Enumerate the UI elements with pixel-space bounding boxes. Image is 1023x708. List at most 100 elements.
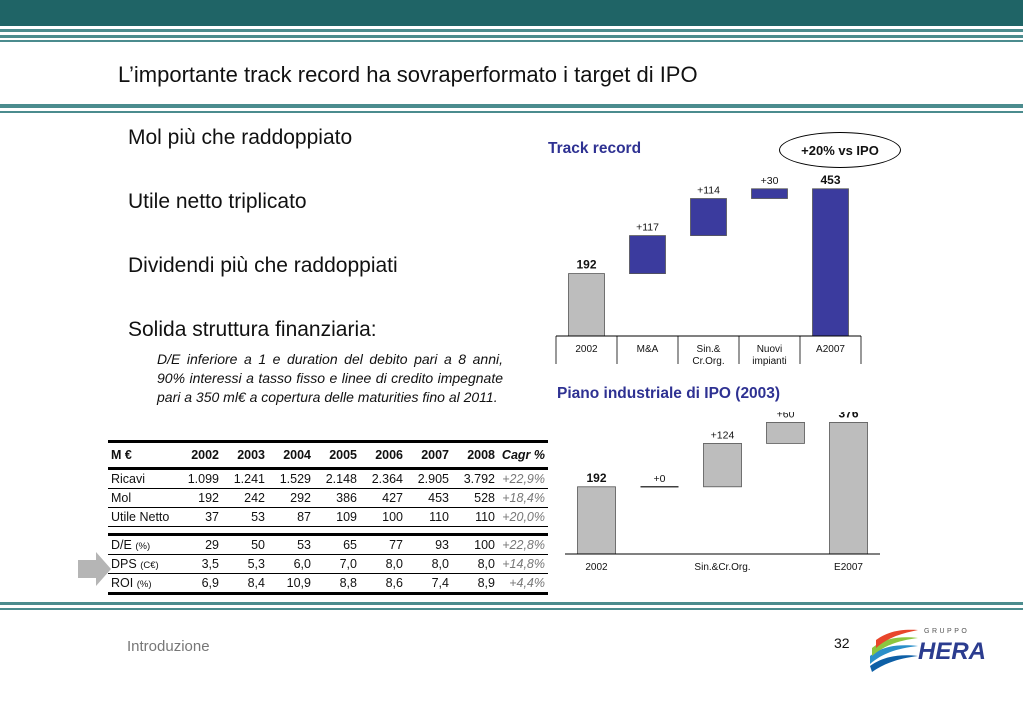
header-bar <box>0 0 1023 26</box>
table-cell: 109 <box>314 507 360 527</box>
waterfall-bar <box>812 188 849 337</box>
table-header: 2007 <box>406 440 452 470</box>
table-cell: 242 <box>222 488 268 508</box>
table-cell: 2.905 <box>406 468 452 489</box>
chart-title-track-record: Track record <box>548 140 642 157</box>
track-record-chart: 192 2002 +117 M&A +114 Sin.&Cr.Org. +30 Nuoviim… <box>555 173 862 367</box>
waterfall-bar <box>690 198 727 236</box>
waterfall-bar <box>829 421 868 555</box>
table-header: 2004 <box>268 440 314 470</box>
table-cell: 110 <box>406 507 452 527</box>
category-label: Sin.& <box>697 344 721 355</box>
logo-group-text: GRUPPO <box>924 628 970 635</box>
table-cell: 53 <box>268 534 314 555</box>
table-cell: 37 <box>176 507 222 527</box>
table-row: DPS (C€) 3,5 5,3 6,0 7,0 8,0 8,0 8,0 +14… <box>108 554 548 574</box>
ipo-plan-chart: 192 2002 +0 +124 Sin.&Cr.Org. +60 376 E2007 <box>565 412 880 573</box>
arrow-right-icon <box>78 552 111 586</box>
slide-title: L’importante track record ha sovraperfor… <box>118 62 698 87</box>
bullet-mol: Mol più che raddoppiato <box>128 126 353 149</box>
table-cell: 7,4 <box>406 573 452 595</box>
table-cell: 1.241 <box>222 468 268 489</box>
table-spacer <box>108 526 548 536</box>
table-header: 2005 <box>314 440 360 470</box>
footer-stripe <box>0 608 1023 610</box>
data-label: 453 <box>820 173 840 187</box>
hera-logo: GRUPPO HERA <box>868 624 986 674</box>
table-cell: 7,0 <box>314 554 360 574</box>
waterfall-bar <box>766 421 805 444</box>
table-cell: 93 <box>406 534 452 555</box>
data-label: +124 <box>711 429 735 441</box>
cagr-cell: +22,9% <box>498 468 548 489</box>
category-label: Cr.Org. <box>692 356 724 367</box>
cagr-cell: +22,8% <box>498 534 548 555</box>
table-cell: 77 <box>360 534 406 555</box>
row-label: Utile Netto <box>108 507 176 527</box>
waterfall-bar <box>629 235 666 275</box>
logo-brand-text: HERA <box>918 638 987 665</box>
category-label: 2002 <box>575 344 598 355</box>
table-row: Utile Netto 37 53 87 109 100 110 110 +20… <box>108 507 548 527</box>
ipo-badge: +20% vs IPO <box>779 132 901 168</box>
table-cell: 87 <box>268 507 314 527</box>
table-cell: 528 <box>452 488 498 508</box>
cagr-cell: +20,0% <box>498 507 548 527</box>
table-row: Ricavi 1.099 1.241 1.529 2.148 2.364 2.9… <box>108 468 548 489</box>
table-cell: 386 <box>314 488 360 508</box>
table-header-row: M € 2002 2003 2004 2005 2006 2007 2008 C… <box>108 440 548 470</box>
table-cell: 1.529 <box>268 468 314 489</box>
row-label: Ricavi <box>108 468 176 489</box>
table-row: D/E (%) 29 50 53 65 77 93 100 +22,8% <box>108 534 548 555</box>
table-cell: 100 <box>452 534 498 555</box>
row-label: DPS (C€) <box>108 554 176 574</box>
hera-logo-mark-icon <box>870 629 918 672</box>
table-header: 2006 <box>360 440 406 470</box>
table-header: 2002 <box>176 440 222 470</box>
data-label: +30 <box>761 175 779 187</box>
cagr-cell: +14,8% <box>498 554 548 574</box>
bullet-utile: Utile netto triplicato <box>128 190 307 213</box>
table-cell: 8,4 <box>222 573 268 595</box>
financial-table: M € 2002 2003 2004 2005 2006 2007 2008 C… <box>108 440 548 595</box>
category-label: E2007 <box>834 562 863 573</box>
table-cell: 8,9 <box>452 573 498 595</box>
table-cell: 10,9 <box>268 573 314 595</box>
data-label: 376 <box>838 412 858 420</box>
bullet-dividendi: Dividendi più che raddoppiati <box>128 254 398 277</box>
header-stripe <box>0 40 1023 42</box>
header-stripe <box>0 35 1023 38</box>
table-cell: 8,0 <box>452 554 498 574</box>
title-underline <box>0 111 1023 113</box>
table-row: Mol 192 242 292 386 427 453 528 +18,4% <box>108 488 548 508</box>
table-cell: 427 <box>360 488 406 508</box>
cagr-cell: +18,4% <box>498 488 548 508</box>
data-label: 192 <box>576 258 596 272</box>
table-cell: 6,0 <box>268 554 314 574</box>
table-cell: 6,9 <box>176 573 222 595</box>
table-cell: 3.792 <box>452 468 498 489</box>
category-label: Sin.&Cr.Org. <box>694 562 750 573</box>
page-number: 32 <box>834 635 850 651</box>
row-label: D/E (%) <box>108 534 176 555</box>
waterfall-bar <box>703 442 742 488</box>
table-cell: 192 <box>176 488 222 508</box>
category-label: M&A <box>637 344 659 355</box>
table-row: ROI (%) 6,9 8,4 10,9 8,8 8,6 7,4 8,9 +4,… <box>108 573 548 595</box>
cagr-cell: +4,4% <box>498 573 548 595</box>
table-cell: 8,0 <box>406 554 452 574</box>
footer-stripe <box>0 602 1023 605</box>
header-stripe <box>0 29 1023 32</box>
row-label: ROI (%) <box>108 573 176 595</box>
waterfall-bar <box>568 273 605 337</box>
waterfall-bar <box>751 188 788 199</box>
table-cell: 8,8 <box>314 573 360 595</box>
table-cell: 1.099 <box>176 468 222 489</box>
table-cell: 100 <box>360 507 406 527</box>
category-label: impianti <box>752 356 786 367</box>
table-header: Cagr % <box>498 440 548 470</box>
table-cell: 453 <box>406 488 452 508</box>
table-cell: 2.364 <box>360 468 406 489</box>
table-cell: 29 <box>176 534 222 555</box>
struttura-note: D/E inferiore a 1 e duration del debito … <box>157 351 503 405</box>
